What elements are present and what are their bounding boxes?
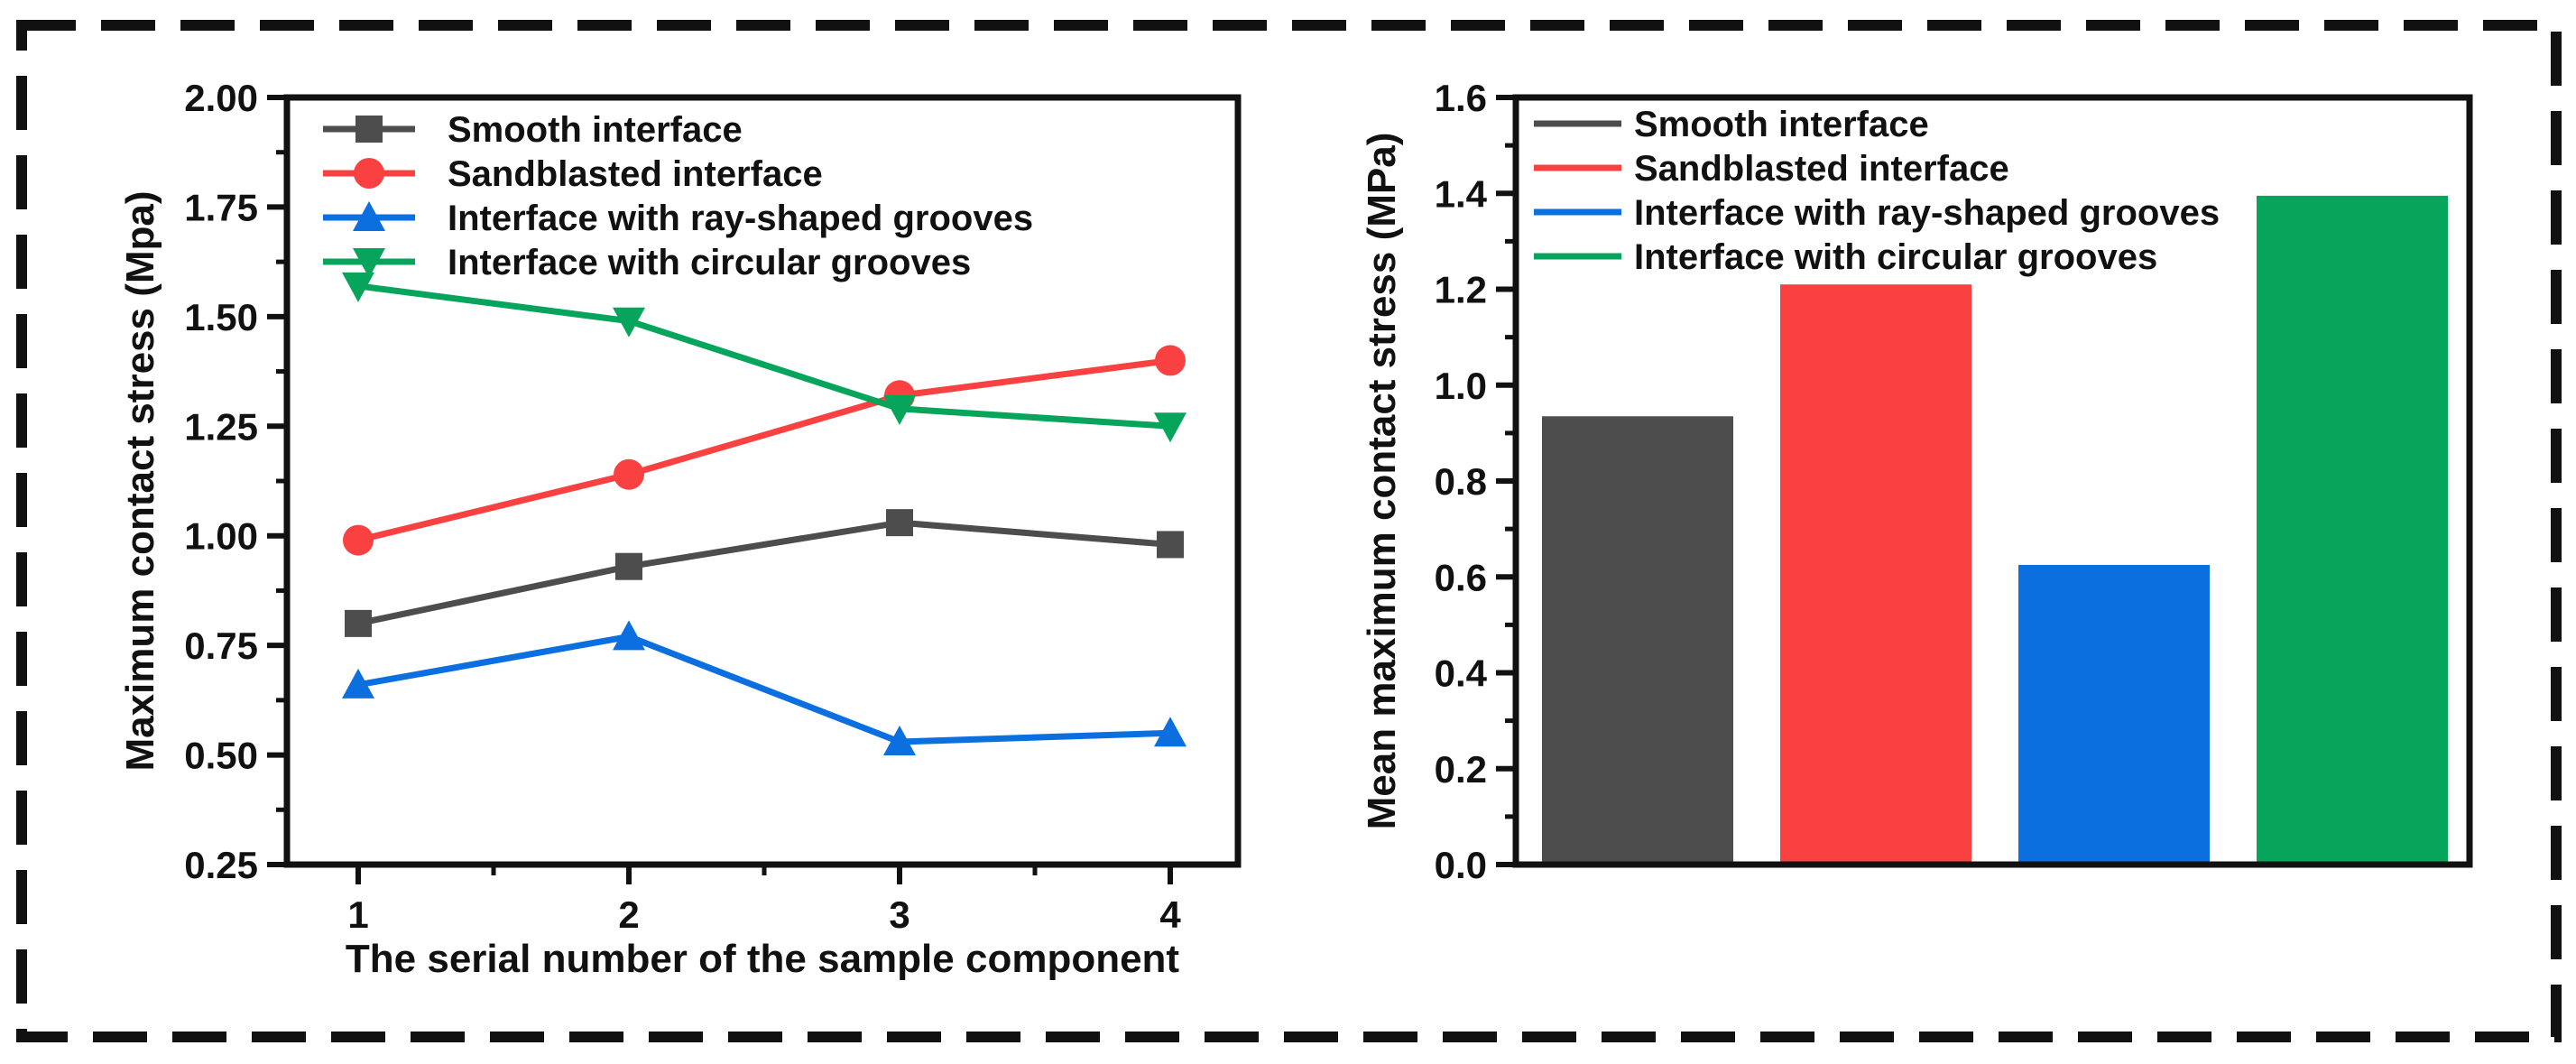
series-sandblasted-interface [343,345,1186,556]
legend-entry: Interface with circular grooves [1534,237,2157,277]
x-tick-label: 3 [889,893,909,936]
data-point [1154,412,1186,443]
y-tick-label: 0.50 [184,735,258,777]
data-point [614,458,644,490]
line-chart-x-ticks: 1 2 3 4 [347,865,1181,936]
series-interface-with-ray-shaped-grooves [342,620,1186,755]
data-point [613,620,645,651]
legend-entry: Interface with circular grooves [323,243,971,282]
dashed-border [16,20,2562,1042]
data-point [1154,717,1186,747]
bar-chart-y-axis-label: Mean maximum contact stress (MPa) [1360,133,1404,830]
y-tick-label: 1.6 [1435,77,1487,119]
legend-label: Interface with ray-shaped grooves [1634,193,2220,233]
y-tick-label: 1.25 [184,405,258,448]
legend-label: Sandblasted interface [448,154,823,194]
y-tick-label: 2.00 [184,77,258,119]
y-tick-label: 0.2 [1435,748,1487,791]
x-tick-label: 4 [1159,893,1181,936]
legend-marker [353,248,385,278]
y-tick-label: 1.50 [184,296,258,338]
legend-entry: Sandblasted interface [323,154,823,194]
y-tick-label: 1.75 [184,186,258,228]
y-tick-label: 0.0 [1435,844,1487,886]
series-line [357,519,1171,627]
x-tick-label: 2 [618,893,639,936]
legend-label: Sandblasted interface [1634,149,2009,189]
legend-marker [353,201,385,231]
legend-label: Interface with circular grooves [1634,237,2157,277]
bar [2257,195,2448,865]
bar-chart-bars [1542,195,2448,865]
data-point [343,524,374,556]
series-line [357,282,1171,430]
data-point [345,609,372,637]
data-point [1155,345,1186,376]
legend-marker [354,158,384,189]
legend-entry: Interface with ray-shaped grooves [1534,193,2220,233]
series-line [357,356,1171,543]
data-point [883,394,916,425]
legend-entry: Interface with ray-shaped grooves [323,199,1033,238]
data-point [886,509,913,537]
line-chart: 0.25 0.50 0.75 1.00 1.25 1.50 1.75 2.00 1 2 3 4 Sm… [118,77,1242,981]
legend-label: Smooth interface [1634,105,1929,144]
series-line [357,633,1171,745]
legend-label: Smooth interface [448,110,743,150]
legend-entry: Smooth interface [1534,105,1929,144]
y-tick-label: 0.6 [1435,556,1487,598]
line-chart-y-axis-label: Maximum contact stress (Mpa) [118,190,162,771]
y-tick-label: 0.8 [1435,460,1487,503]
data-point [615,552,642,580]
data-point [613,307,645,338]
bar [1780,284,1971,865]
bar-chart-y-ticks: 0.0 0.2 0.4 0.6 0.8 1.0 1.2 1.4 1.6 [1435,77,1516,886]
legend-label: Interface with circular grooves [448,243,971,282]
y-tick-label: 1.2 [1435,269,1487,311]
legend-entry: Smooth interface [323,110,743,150]
line-chart-y-ticks: 0.25 0.50 0.75 1.00 1.25 1.50 1.75 2.00 [184,77,287,886]
data-point [342,668,374,699]
data-point [342,272,374,302]
bar [2018,564,2210,865]
bar [1542,416,1733,865]
y-tick-label: 0.25 [184,844,258,886]
data-point [883,726,916,755]
series-interface-with-circular-grooves [342,272,1186,443]
legend-entry: Sandblasted interface [1534,149,2009,189]
series-smooth-interface [345,509,1184,637]
legend-marker [355,116,383,143]
y-tick-label: 0.75 [184,625,258,667]
line-chart-series [342,272,1186,755]
y-tick-label: 1.00 [184,515,258,558]
bar-chart: 0.0 0.2 0.4 0.6 0.8 1.0 1.2 1.4 1.6 Smooth inter… [1360,77,2473,886]
legend-label: Interface with ray-shaped grooves [448,199,1033,238]
x-tick-label: 1 [347,893,368,936]
data-point [1157,531,1184,559]
y-tick-label: 0.4 [1435,652,1488,695]
y-tick-label: 1.4 [1435,172,1488,215]
line-chart-x-axis-label: The serial number of the sample componen… [346,937,1180,981]
y-tick-label: 1.0 [1435,365,1487,407]
